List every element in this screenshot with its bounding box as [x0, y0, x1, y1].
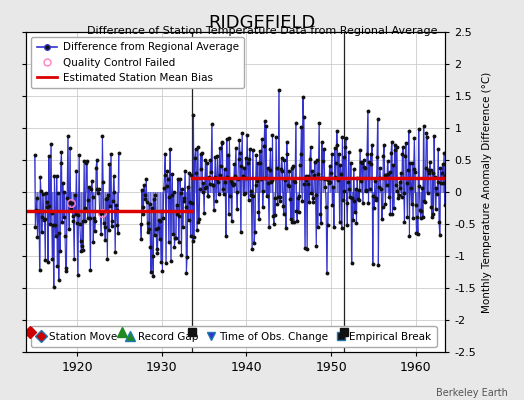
Text: Difference of Station Temperature Data from Regional Average: Difference of Station Temperature Data f…: [87, 26, 437, 36]
Text: RIDGEFIELD: RIDGEFIELD: [209, 14, 315, 32]
Legend: Station Move, Record Gap, Time of Obs. Change, Empirical Break: Station Move, Record Gap, Time of Obs. C…: [31, 326, 436, 347]
Y-axis label: Monthly Temperature Anomaly Difference (°C): Monthly Temperature Anomaly Difference (…: [482, 71, 492, 313]
Text: Berkeley Earth: Berkeley Earth: [436, 388, 508, 398]
